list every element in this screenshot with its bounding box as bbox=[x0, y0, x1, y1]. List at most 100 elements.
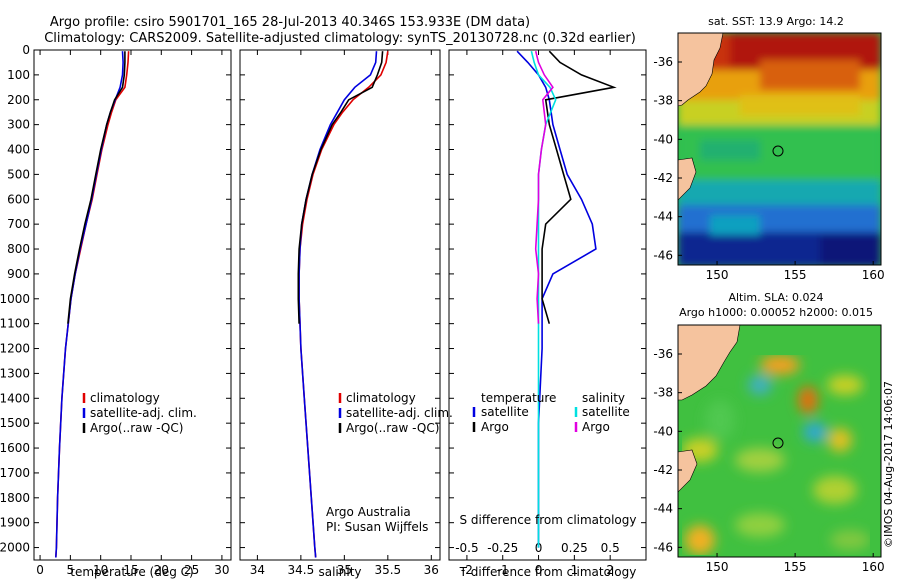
series-line-1 bbox=[541, 50, 617, 324]
argo-australia-label: Argo Australia bbox=[326, 505, 411, 519]
map-x-tick-label: 155 bbox=[784, 268, 807, 282]
legend-label: climatology bbox=[346, 391, 416, 405]
y-tick-label: 1300 bbox=[0, 366, 30, 380]
legend-label: satellite-adj. clim. bbox=[346, 406, 453, 420]
map-x-tick-label: 155 bbox=[784, 560, 807, 574]
map-y-tick-label: -46 bbox=[653, 248, 673, 262]
series-line-2 bbox=[297, 51, 384, 324]
sst-land-mask bbox=[678, 33, 724, 107]
sst-map-frame bbox=[677, 32, 882, 266]
map-y-tick-label: -42 bbox=[653, 171, 673, 185]
y-tick-label: 400 bbox=[7, 143, 30, 157]
legend-label: Argo(..raw -QC) bbox=[346, 421, 439, 435]
sla-map-field bbox=[678, 325, 881, 557]
sla-land-mask bbox=[678, 325, 741, 401]
x-tick-label: 35.5 bbox=[374, 563, 401, 577]
sst-tasmania-land bbox=[678, 157, 697, 201]
top-x-tick-label: 0.25 bbox=[561, 541, 588, 555]
y-tick-label: 1000 bbox=[0, 292, 30, 306]
y-tick-label: 1200 bbox=[0, 342, 30, 356]
y-tick-label: 1900 bbox=[0, 516, 30, 530]
x-tick-label: 34 bbox=[250, 563, 265, 577]
map-x-tick-label: 160 bbox=[862, 560, 885, 574]
y-tick-label: 1400 bbox=[0, 391, 30, 405]
x-tick-label: 36 bbox=[424, 563, 439, 577]
series-line-2 bbox=[530, 51, 557, 548]
x-tick-label: 10 bbox=[93, 563, 108, 577]
map-y-tick-label: -46 bbox=[653, 540, 673, 554]
sst-argo-marker bbox=[772, 145, 784, 157]
top-x-tick-label: 0.5 bbox=[601, 541, 620, 555]
sla-tasmania-land bbox=[678, 449, 698, 493]
pi-label: PI: Susan Wijffels bbox=[326, 520, 428, 534]
x-tick-label: 1 bbox=[571, 563, 579, 577]
sst-map-panel: sat. SST: 13.9 Argo: 14.2 bbox=[653, 15, 884, 282]
series-line-0 bbox=[298, 51, 389, 558]
y-tick-label: 100 bbox=[7, 68, 30, 82]
map-x-tick-label: 160 bbox=[862, 268, 885, 282]
salinity-axes-frame bbox=[239, 49, 441, 561]
sla-map-panel: Altim. SLA: 0.024 Argo h1000: 0.00052 h2… bbox=[653, 291, 884, 574]
series-line-1 bbox=[298, 51, 378, 558]
map-y-tick-label: -36 bbox=[653, 347, 673, 361]
x-tick-label: 0 bbox=[36, 563, 44, 577]
sla-map-title: Altim. SLA: 0.024 bbox=[728, 291, 823, 304]
legend-label: climatology bbox=[90, 391, 160, 405]
x-tick-label: 20 bbox=[154, 563, 169, 577]
legend-title-temperature: temperature bbox=[481, 391, 556, 405]
y-tick-label: 1100 bbox=[0, 317, 30, 331]
x-tick-label: 35 bbox=[337, 563, 352, 577]
top-x-tick-label: 0 bbox=[535, 541, 543, 555]
legend-label: satellite bbox=[582, 405, 630, 419]
x-tick-label: -1 bbox=[497, 563, 509, 577]
temperature-plot-layer: 0 5 10 15 20 25 300100200300400500600700800900… bbox=[0, 43, 231, 577]
map-x-tick-label: 150 bbox=[706, 560, 729, 574]
top-x-tick-label: -0.5 bbox=[455, 541, 478, 555]
map-x-tick-label: 150 bbox=[706, 268, 729, 282]
y-tick-label: 0 bbox=[22, 43, 30, 57]
difference-panel: -2 -1 0 1 2 -0.5 -0.25 0 0.25 0.5 temperature salin… bbox=[448, 49, 647, 579]
sla-map-subtitle: Argo h1000: 0.00052 h2000: 0.015 bbox=[679, 306, 873, 319]
top-x-tick-label: -0.25 bbox=[487, 541, 518, 555]
sst-map-title: sat. SST: 13.9 Argo: 14.2 bbox=[708, 15, 844, 28]
header-line-2: Climatology: CARS2009. Satellite-adjuste… bbox=[44, 31, 636, 46]
x-tick-label: 34.5 bbox=[288, 563, 315, 577]
series-line-1 bbox=[55, 51, 124, 558]
map-y-tick-label: -40 bbox=[653, 132, 673, 146]
x-tick-label: 30 bbox=[214, 563, 229, 577]
x-tick-label: -2 bbox=[461, 563, 473, 577]
legend-label: Argo(..raw -QC) bbox=[90, 421, 183, 435]
map-y-tick-label: -44 bbox=[653, 502, 673, 516]
y-tick-label: 700 bbox=[7, 217, 30, 231]
y-tick-label: 300 bbox=[7, 118, 30, 132]
y-tick-label: 600 bbox=[7, 192, 30, 206]
legend-label: satellite bbox=[481, 405, 529, 419]
sst-map-field bbox=[678, 33, 881, 265]
salinity-panel: 34 34.5 35 35.5 36 climatologysatellite-adj. … bbox=[239, 49, 453, 579]
imos-timestamp: ©IMOS 04-Aug-2017 14:06:07 bbox=[882, 381, 895, 548]
x-tick-label: 5 bbox=[67, 563, 75, 577]
map-y-tick-label: -38 bbox=[653, 386, 673, 400]
legend-label: Argo bbox=[481, 420, 509, 434]
legend-label: Argo bbox=[582, 420, 610, 434]
difference-plot-layer: -2 -1 0 1 2 -0.5 -0.25 0 0.25 0.5 temperature salin… bbox=[449, 49, 646, 577]
x-tick-label: 2 bbox=[606, 563, 614, 577]
temperature-x-label: temperature (deg C) bbox=[70, 565, 193, 579]
sst-map-ticks: 150 155 160 -36 -38 -40 -42 -44 -46 bbox=[653, 55, 884, 282]
series-line-3 bbox=[534, 51, 554, 324]
t-difference-label: T difference from climatology bbox=[459, 565, 637, 579]
series-line-2 bbox=[67, 51, 126, 324]
y-tick-label: 1800 bbox=[0, 491, 30, 505]
y-tick-label: 200 bbox=[7, 93, 30, 107]
difference-axes-frame bbox=[448, 49, 647, 561]
map-y-tick-label: -38 bbox=[653, 94, 673, 108]
sla-map-ticks: 150 155 160 -36 -38 -40 -42 -44 -46 bbox=[653, 347, 884, 574]
y-tick-label: 900 bbox=[7, 267, 30, 281]
salinity-x-label: salinity bbox=[318, 565, 361, 579]
salinity-plot-layer: 34 34.5 35 35.5 36 climatologysatellite-adj. … bbox=[240, 49, 453, 577]
legend-label: satellite-adj. clim. bbox=[90, 406, 197, 420]
x-tick-label: 25 bbox=[184, 563, 199, 577]
temperature-panel: 0 5 10 15 20 25 300100200300400500600700800900… bbox=[0, 43, 232, 579]
header-line-1: Argo profile: csiro 5901701_165 28-Jul-2… bbox=[50, 15, 530, 30]
